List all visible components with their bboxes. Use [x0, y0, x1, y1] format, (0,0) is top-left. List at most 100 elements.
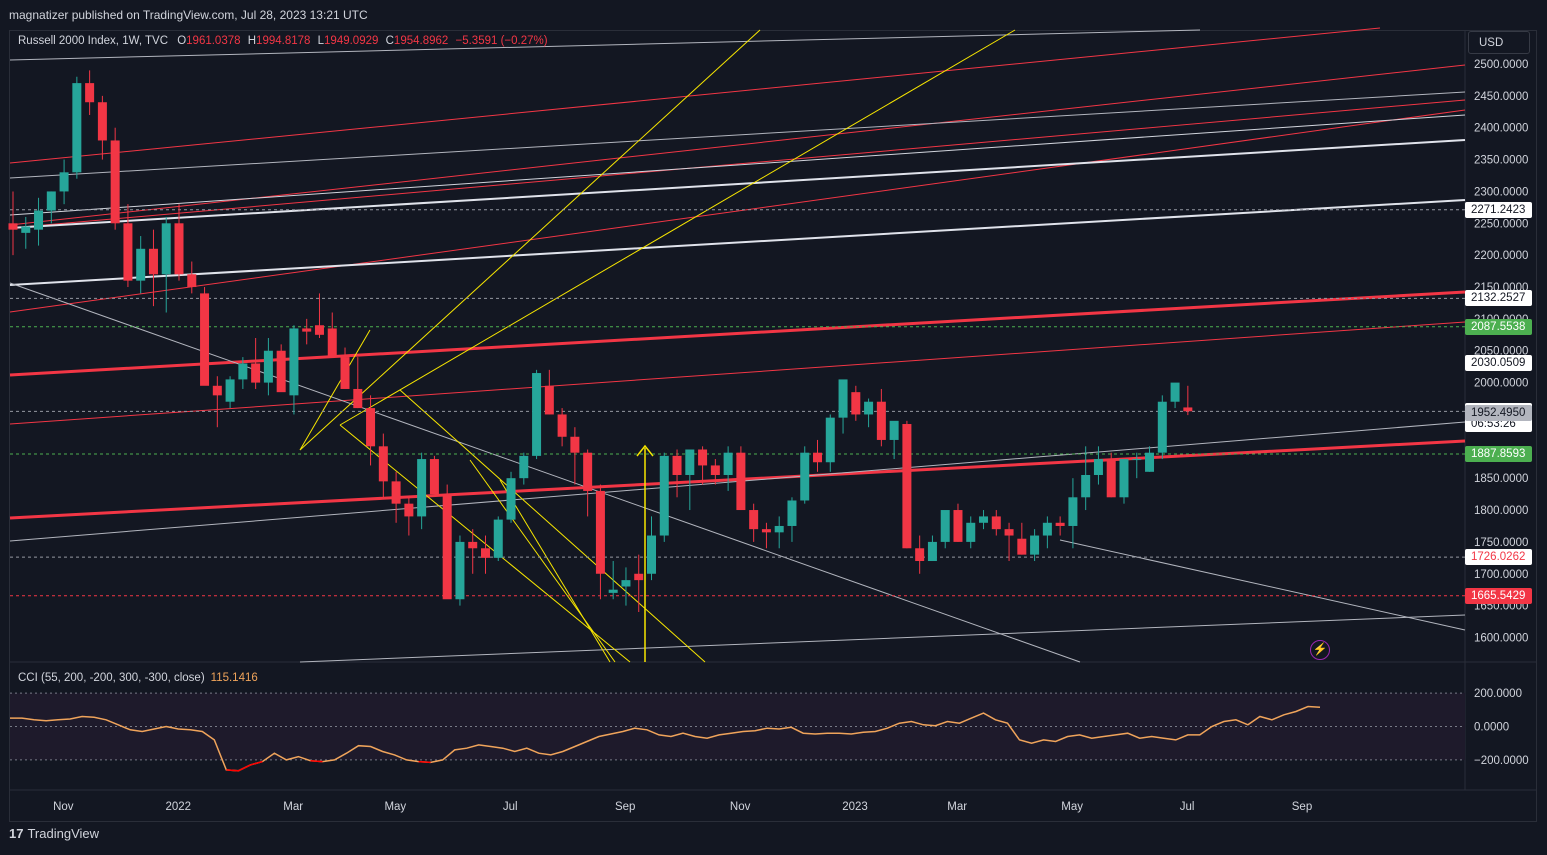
- trend-line: [9, 99, 1466, 229]
- cci-band: [10, 693, 1465, 760]
- time-tick-label: Nov: [730, 801, 751, 813]
- candle-body: [570, 436, 580, 453]
- candle-body: [289, 328, 299, 396]
- trend-line: [9, 139, 1466, 229]
- candle-body: [314, 325, 324, 335]
- price-tick-label: 2500.0000: [1474, 59, 1528, 71]
- high-label: H: [247, 35, 257, 47]
- candle-body: [46, 191, 56, 211]
- trend-line: [339, 29, 1016, 426]
- candle-body: [902, 424, 912, 549]
- candle-body: [698, 449, 708, 466]
- low-label: L: [317, 35, 325, 47]
- price-tag: 2271.2423: [1465, 201, 1532, 218]
- candle-body: [1145, 452, 1155, 472]
- publish-text: magnatizer published on TradingView.com,…: [9, 8, 368, 22]
- candle-body: [136, 248, 146, 281]
- candle-body: [85, 83, 95, 103]
- candle-body: [966, 522, 976, 542]
- price-tag: 1887.8593: [1465, 446, 1532, 463]
- candle-body: [110, 140, 120, 224]
- candle-body: [123, 223, 133, 281]
- candle-body: [1119, 459, 1129, 498]
- trend-line: [499, 479, 611, 663]
- candle-body: [493, 519, 503, 558]
- candle-body: [353, 388, 363, 409]
- trend-line: [299, 29, 761, 451]
- candle-body: [97, 102, 107, 141]
- close-label: C: [385, 35, 394, 47]
- candle-body: [761, 529, 771, 533]
- time-tick-label: 2022: [165, 801, 191, 813]
- candle-body: [34, 210, 44, 230]
- price-tick-label: 2400.0000: [1474, 123, 1528, 135]
- candle-body: [8, 223, 18, 230]
- cci-tick-label: −200.0000: [1474, 755, 1529, 767]
- candle-body: [1132, 459, 1142, 461]
- candle-body: [429, 459, 439, 495]
- open-value: 1961.0378: [186, 35, 241, 47]
- candle-body: [417, 459, 427, 517]
- candle-body: [583, 452, 593, 491]
- candle-body: [851, 392, 861, 415]
- time-tick-label: Nov: [53, 801, 74, 813]
- trend-line: [299, 614, 1466, 663]
- tradingview-footer[interactable]: 17 TradingView: [9, 826, 99, 841]
- cci-legend: CCI (55, 200, -200, 300, -300, close) 115…: [18, 672, 258, 684]
- candle-body: [915, 548, 925, 562]
- candle-body: [672, 455, 682, 475]
- candle-body: [889, 420, 899, 440]
- time-tick-label: Jul: [1180, 801, 1195, 813]
- candle-body: [519, 455, 529, 479]
- trend-line: [9, 114, 1466, 216]
- candle-body: [927, 541, 937, 562]
- candle-body: [72, 83, 82, 173]
- candle-body: [455, 541, 465, 600]
- cci-value: 115.1416: [210, 672, 258, 684]
- price-tag: 1726.0262: [1465, 549, 1532, 566]
- trend-line: [469, 459, 616, 663]
- candle-body: [1068, 497, 1078, 526]
- candle-body: [723, 452, 733, 475]
- candle-body: [940, 510, 950, 542]
- trend-line: [399, 389, 706, 663]
- lightning-icon[interactable]: ⚡: [1310, 640, 1330, 660]
- candle-body: [1183, 407, 1193, 412]
- candle-body: [979, 516, 989, 523]
- cci-label[interactable]: CCI (55, 200, -200, 300, -300, close): [18, 672, 205, 684]
- candle-body: [187, 274, 197, 288]
- candle-body: [532, 373, 542, 456]
- candle-body: [378, 446, 388, 482]
- time-tick-label: Sep: [1292, 801, 1312, 813]
- trend-line: [9, 27, 1381, 164]
- time-tick-label: 2023: [842, 801, 868, 813]
- high-value: 1994.8178: [256, 35, 311, 47]
- trend-line: [9, 91, 1466, 179]
- candle-body: [506, 478, 516, 520]
- candle-body: [404, 503, 414, 517]
- price-tag: 2087.5538: [1465, 318, 1532, 335]
- cci-tick-label: 0.0000: [1474, 722, 1509, 734]
- candle-body: [251, 363, 261, 383]
- candle-body: [148, 248, 158, 275]
- close-value: 1954.8962: [393, 35, 449, 47]
- candle-body: [212, 385, 222, 396]
- candle-body: [991, 516, 1001, 530]
- price-tick-label: 1600.0000: [1474, 632, 1528, 644]
- candle-body: [634, 573, 644, 581]
- trend-line: [9, 290, 1466, 377]
- trend-line: [9, 109, 1466, 313]
- price-tick-label: 2050.0000: [1474, 346, 1528, 358]
- candle-body: [1017, 538, 1027, 555]
- currency-button[interactable]: USD: [1468, 31, 1530, 54]
- candle-body: [864, 401, 874, 415]
- candle-body: [276, 350, 286, 393]
- candle-body: [787, 500, 797, 526]
- trend-line: [1059, 539, 1466, 631]
- trend-line: [9, 29, 1201, 61]
- candle-body: [238, 363, 248, 380]
- candle-body: [302, 328, 312, 332]
- symbol-name[interactable]: Russell 2000 Index, 1W, TVC: [18, 35, 168, 47]
- price-tick-label: 1700.0000: [1474, 569, 1528, 581]
